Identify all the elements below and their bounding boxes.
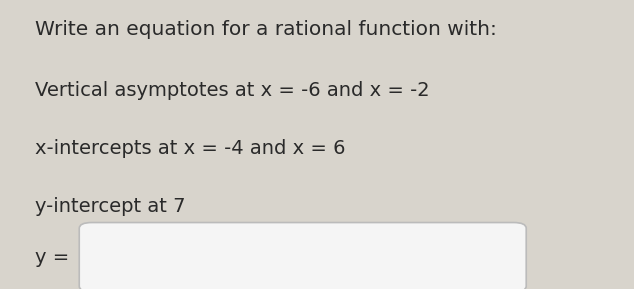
FancyBboxPatch shape [79, 223, 526, 289]
Text: Vertical asymptotes at x = -6 and x = -2: Vertical asymptotes at x = -6 and x = -2 [35, 81, 429, 100]
Text: x-intercepts at x = -4 and x = 6: x-intercepts at x = -4 and x = 6 [35, 139, 346, 158]
Text: y-intercept at 7: y-intercept at 7 [35, 197, 185, 216]
Text: y =: y = [35, 248, 69, 267]
Text: Write an equation for a rational function with:: Write an equation for a rational functio… [35, 20, 497, 39]
